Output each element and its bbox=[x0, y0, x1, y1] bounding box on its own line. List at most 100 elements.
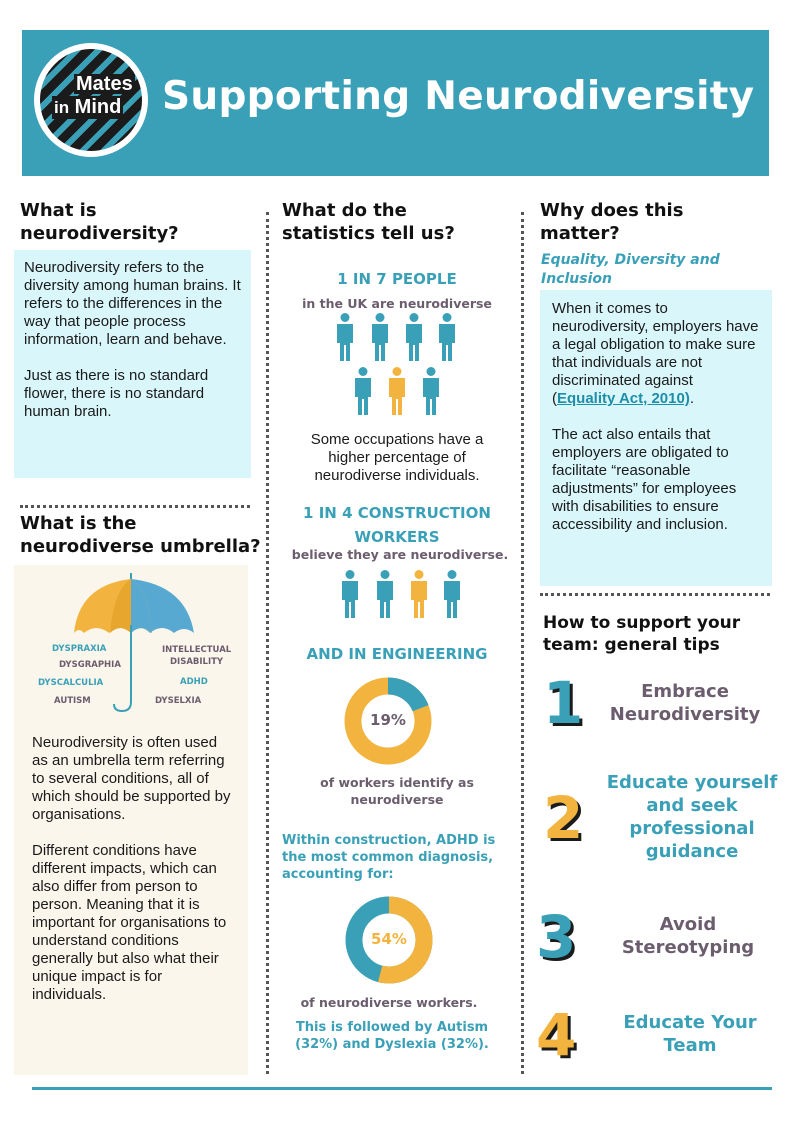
umbrella-label-autism: AUTISM bbox=[54, 696, 91, 706]
person-icon bbox=[444, 570, 460, 618]
definition-paragraph: Neurodiversity refers to the diversity a… bbox=[24, 259, 241, 348]
umbrella-paragraph: Neurodiversity is often used as an umbre… bbox=[32, 734, 231, 823]
autism-dyslexia-line1: This is followed by Autism bbox=[295, 1020, 489, 1035]
donut-chart-adhd bbox=[345, 896, 433, 984]
left-section-divider bbox=[20, 505, 250, 508]
adhd-text-line2: the most common diagnosis, bbox=[282, 850, 494, 865]
tip-1-line2: Neurodiversity bbox=[609, 704, 761, 725]
tip-number-3: 3 bbox=[536, 903, 577, 971]
donut-chart-engineering bbox=[344, 677, 432, 765]
header-banner: Mates in Mind Supporting Neurodiversity bbox=[22, 30, 769, 176]
flower-paragraph: Just as there is no standard flower, the… bbox=[24, 367, 209, 420]
section-title-line1: Why does this bbox=[540, 200, 684, 221]
umbrella-label-dyspraxia: DYSPRAXIA bbox=[52, 644, 107, 654]
legal-box: When it comes to neurodiversity, employe… bbox=[540, 290, 772, 586]
tip-text-4: Educate Your Team bbox=[605, 1011, 775, 1057]
logo-text-in-mind: in Mind bbox=[52, 96, 124, 119]
section-title-tips: How to support your team: general tips bbox=[543, 612, 783, 656]
tip-3-line1: Avoid bbox=[659, 914, 717, 935]
stat-1-in-4-subtext: believe they are neurodiverse. bbox=[291, 547, 509, 562]
person-icon bbox=[337, 313, 353, 361]
engineering-subtext: of workers identify as neurodiverse bbox=[290, 774, 504, 808]
stat-1-in-7-heading: 1 IN 7 PEOPLE bbox=[337, 270, 457, 288]
section-title-umbrella: What is the neurodiverse umbrella? bbox=[20, 512, 265, 558]
impact-paragraph: Different conditions have different impa… bbox=[32, 842, 227, 1003]
tip-3-line2: Stereotyping bbox=[621, 937, 755, 958]
engineering-subtext-line2: neurodiverse bbox=[350, 792, 444, 807]
legal-paragraph-end: . bbox=[689, 390, 694, 407]
stat-1-in-7-subtext: in the UK are neurodiverse bbox=[302, 296, 492, 311]
donut-adhd-label: 54% bbox=[371, 930, 407, 948]
person-icon bbox=[372, 313, 388, 361]
donut-engineering-label: 19% bbox=[370, 711, 406, 729]
section-title-why-matter: Why does this matter? bbox=[540, 199, 770, 245]
section-title-neurodiversity: What is neurodiversity? bbox=[20, 199, 260, 245]
page-title: Supporting Neurodiversity bbox=[162, 74, 755, 119]
donut-value-arc bbox=[345, 896, 433, 984]
edi-subtitle: Equality, Diversity and Inclusion bbox=[541, 251, 771, 289]
logo-text-mind: Mind bbox=[74, 96, 122, 118]
legal-paragraph: When it comes to neurodiversity, employe… bbox=[552, 300, 760, 408]
section-title-line2: matter? bbox=[540, 223, 620, 244]
donut-value-arc bbox=[344, 677, 432, 765]
tip-4-line1: Educate Your bbox=[623, 1012, 757, 1033]
adhd-text-line1: Within construction, ADHD is bbox=[282, 833, 496, 848]
edi-subtitle-line1: Equality, Diversity and bbox=[541, 252, 720, 268]
person-icon bbox=[439, 313, 455, 361]
person-icon-highlighted bbox=[389, 367, 405, 415]
right-section-divider bbox=[540, 593, 770, 596]
mates-in-mind-logo: Mates in Mind bbox=[34, 43, 148, 157]
section-title-line2: neurodiverse umbrella? bbox=[20, 536, 261, 557]
logo-text-mates: Mates bbox=[74, 73, 135, 95]
umbrella-icon bbox=[74, 573, 194, 713]
definition-box: Neurodiversity refers to the diversity a… bbox=[14, 250, 251, 478]
engineering-subtext-line1: of workers identify as bbox=[320, 775, 474, 790]
adhd-text: Within construction, ADHD is the most co… bbox=[282, 832, 518, 883]
tip-number-2: 2 bbox=[543, 784, 584, 852]
adhd-text-line3: accounting for: bbox=[282, 867, 394, 882]
umbrella-box: DYSPRAXIA DYSGRAPHIA DYSCALCULIA AUTISM … bbox=[14, 565, 248, 1075]
person-icon bbox=[342, 570, 358, 618]
occupations-text: Some occupations have a higher percentag… bbox=[310, 431, 484, 484]
tip-number-1: 1 bbox=[543, 669, 584, 737]
person-icon bbox=[377, 570, 393, 618]
footer-line bbox=[32, 1087, 772, 1090]
legal-paragraph-text: When it comes to neurodiversity, employe… bbox=[552, 300, 759, 407]
stat-1-in-4-heading: 1 IN 4 CONSTRUCTION WORKERS bbox=[282, 501, 512, 549]
section-title-line1: What is bbox=[20, 200, 97, 221]
person-icon bbox=[423, 367, 439, 415]
umbrella-label-adhd: ADHD bbox=[180, 677, 208, 687]
section-title-line2: team: general tips bbox=[543, 635, 720, 655]
section-title-statistics: What do the statistics tell us? bbox=[282, 199, 512, 245]
umbrella-handle bbox=[113, 701, 132, 713]
adjustments-paragraph: The act also entails that employers are … bbox=[552, 426, 737, 533]
edi-subtitle-line2: Inclusion bbox=[541, 271, 612, 287]
tip-2-line2: and seek bbox=[646, 795, 738, 816]
umbrella-label-intellectual: INTELLECTUAL bbox=[162, 645, 232, 655]
logo-text-in: in bbox=[54, 98, 70, 117]
column-divider-left bbox=[266, 212, 269, 1074]
stat-1-in-4-line2: WORKERS bbox=[354, 528, 440, 546]
tip-2-line3: professional bbox=[629, 818, 755, 839]
tip-2-line1: Educate yourself bbox=[606, 772, 778, 793]
engineering-heading: AND IN ENGINEERING bbox=[306, 645, 488, 663]
tip-text-1: Embrace Neurodiversity bbox=[600, 680, 770, 726]
umbrella-label-dyslexia: DYSELXIA bbox=[155, 696, 202, 706]
person-icon bbox=[355, 367, 371, 415]
section-title-line2: statistics tell us? bbox=[282, 223, 455, 244]
tip-1-line1: Embrace bbox=[641, 681, 729, 702]
autism-dyslexia-text: This is followed by Autism (32%) and Dys… bbox=[282, 1019, 502, 1053]
section-title-line1: How to support your bbox=[543, 613, 741, 633]
adhd-subtext: of neurodiverse workers. bbox=[300, 995, 478, 1010]
section-title-line2: neurodiversity? bbox=[20, 223, 179, 244]
tip-text-2: Educate yourself and seek professional g… bbox=[596, 771, 788, 863]
section-title-line1: What is the bbox=[20, 513, 137, 534]
section-title-line1: What do the bbox=[282, 200, 407, 221]
umbrella-label-disability: DISABILITY bbox=[170, 657, 224, 667]
tip-4-line2: Team bbox=[663, 1035, 717, 1056]
person-icon bbox=[406, 313, 422, 361]
equality-act-link[interactable]: Equality Act, 2010) bbox=[557, 390, 690, 407]
umbrella-label-dysgraphia: DYSGRAPHIA bbox=[59, 660, 121, 670]
tip-number-4: 4 bbox=[536, 1001, 577, 1069]
